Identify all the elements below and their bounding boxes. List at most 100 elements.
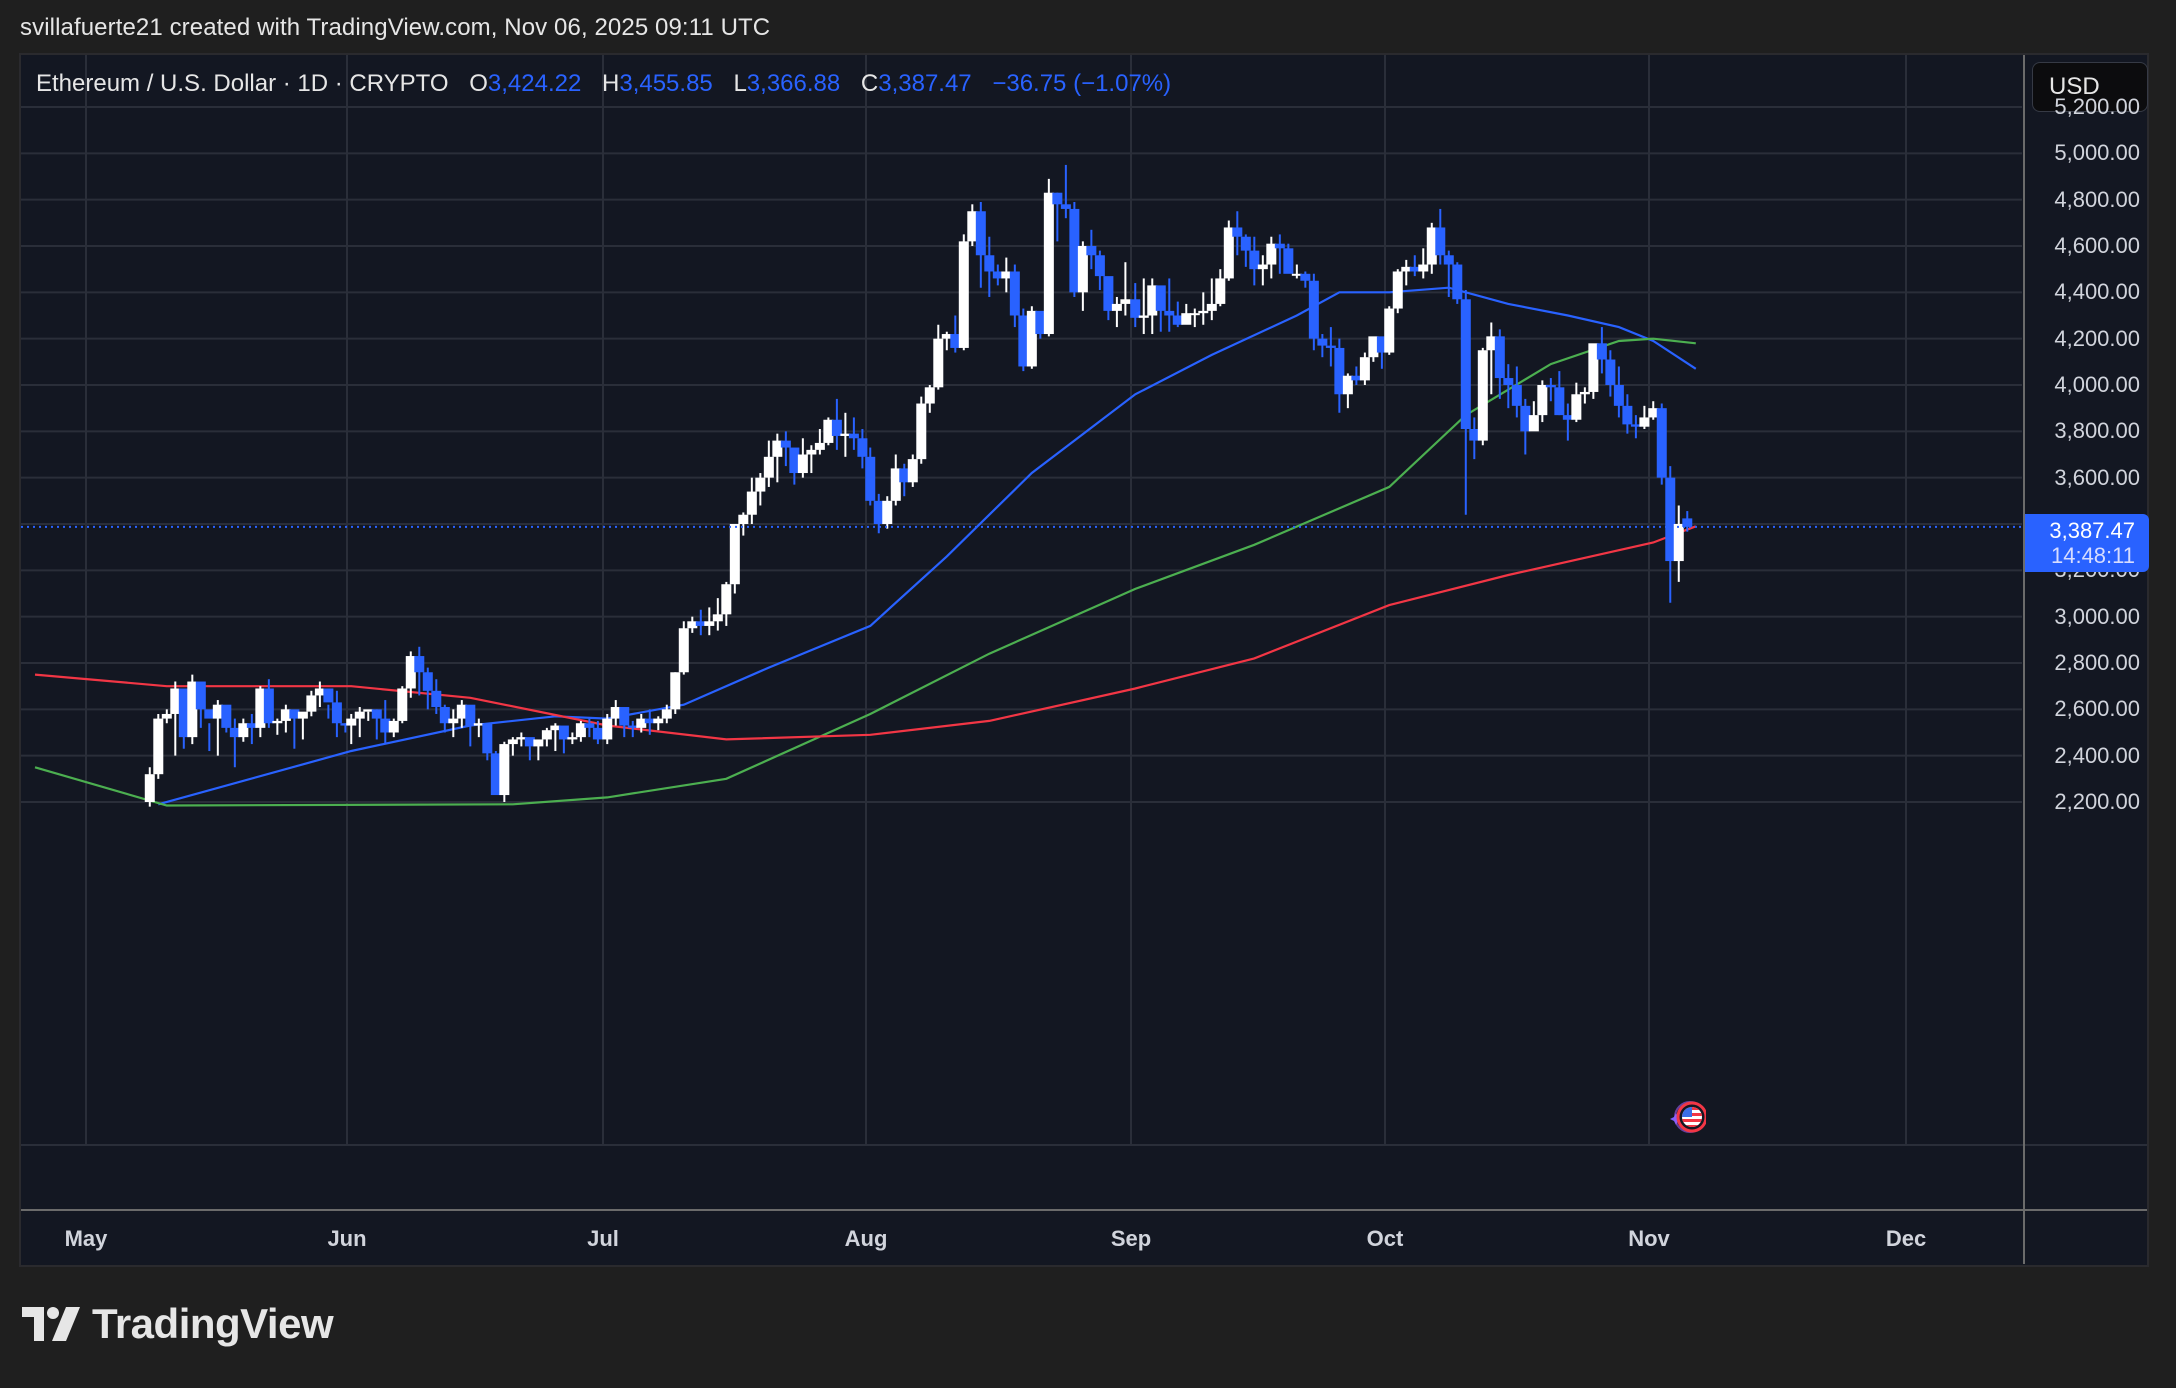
candle-body[interactable] <box>704 621 715 626</box>
candle-body[interactable] <box>255 688 266 728</box>
candle-body[interactable] <box>840 433 851 436</box>
candle-body[interactable] <box>636 718 647 728</box>
candle-body[interactable] <box>289 709 300 719</box>
candle-body[interactable] <box>797 454 808 474</box>
candle-body[interactable] <box>1579 391 1590 395</box>
candle-body[interactable] <box>789 447 800 474</box>
candle-body[interactable] <box>695 621 706 626</box>
candle-body[interactable] <box>363 709 374 712</box>
candle-body[interactable] <box>1503 378 1514 385</box>
candle-body[interactable] <box>738 514 749 524</box>
candle-body[interactable] <box>1189 313 1200 316</box>
candle-body[interactable] <box>1181 313 1192 325</box>
candle-body[interactable] <box>448 718 459 724</box>
candle-body[interactable] <box>1103 276 1114 311</box>
candle-body[interactable] <box>422 672 433 691</box>
candle-body[interactable] <box>507 739 518 745</box>
candle-body[interactable] <box>814 442 825 450</box>
candle-body[interactable] <box>388 720 399 733</box>
candle-body[interactable] <box>1300 273 1311 281</box>
candle-body[interactable] <box>1001 271 1012 279</box>
candle-body[interactable] <box>533 739 544 747</box>
candle-body[interactable] <box>619 707 630 726</box>
candle-body[interactable] <box>473 723 484 726</box>
candle-body[interactable] <box>331 702 342 724</box>
candle-body[interactable] <box>567 737 578 740</box>
candle-body[interactable] <box>314 688 325 696</box>
candle-body[interactable] <box>1232 227 1243 237</box>
candle-body[interactable] <box>490 753 501 796</box>
candle-body[interactable] <box>1571 394 1582 420</box>
candle-body[interactable] <box>729 524 740 585</box>
candle-body[interactable] <box>1215 278 1226 304</box>
candle-body[interactable] <box>1630 424 1641 427</box>
candle-body[interactable] <box>431 690 442 708</box>
candle-body[interactable] <box>380 718 391 733</box>
candle-body[interactable] <box>1359 357 1370 381</box>
candle-body[interactable] <box>1409 266 1420 272</box>
candle-body[interactable] <box>1596 343 1607 360</box>
candle-body[interactable] <box>1605 359 1616 385</box>
candle-body[interactable] <box>1486 336 1497 351</box>
candle-body[interactable] <box>280 709 291 721</box>
candle-body[interactable] <box>592 727 603 740</box>
candle-body[interactable] <box>306 695 317 712</box>
candle-body[interactable] <box>1562 415 1573 420</box>
candle-body[interactable] <box>1435 227 1446 256</box>
candle-body[interactable] <box>1198 310 1209 314</box>
candle-body[interactable] <box>1665 477 1676 562</box>
candle-body[interactable] <box>346 718 357 726</box>
candle-body[interactable] <box>602 718 613 740</box>
candle-body[interactable] <box>627 725 638 728</box>
candle-body[interactable] <box>1266 243 1277 265</box>
candle-body[interactable] <box>1656 408 1667 478</box>
candle-body[interactable] <box>1291 273 1302 276</box>
symbol-name[interactable]: Ethereum / U.S. Dollar · 1D · CRYPTO <box>36 70 449 97</box>
candle-body[interactable] <box>1494 336 1505 379</box>
candle-body[interactable] <box>890 468 901 501</box>
candle-body[interactable] <box>397 688 408 721</box>
candle-body[interactable] <box>1035 310 1046 335</box>
candle-body[interactable] <box>899 468 910 483</box>
candle-body[interactable] <box>873 500 884 524</box>
candle-body[interactable] <box>371 709 382 719</box>
candle-body[interactable] <box>712 614 723 622</box>
candle-body[interactable] <box>1401 266 1412 272</box>
candle-body[interactable] <box>1283 248 1294 274</box>
candle-body[interactable] <box>941 334 952 339</box>
candle-body[interactable] <box>1392 271 1403 309</box>
candle-body[interactable] <box>456 704 467 719</box>
candle-body[interactable] <box>1111 303 1122 311</box>
currency-button[interactable]: USD <box>2032 62 2148 112</box>
candle-body[interactable] <box>178 688 189 738</box>
candle-body[interactable] <box>516 737 527 740</box>
candle-body[interactable] <box>975 211 986 256</box>
candle-body[interactable] <box>550 725 561 731</box>
candle-body[interactable] <box>780 440 791 448</box>
candle-body[interactable] <box>1639 417 1650 427</box>
candle-body[interactable] <box>1043 192 1054 335</box>
candle-body[interactable] <box>1147 285 1158 316</box>
candle-body[interactable] <box>263 688 274 724</box>
candle-body[interactable] <box>584 723 595 728</box>
candle-body[interactable] <box>1164 310 1175 316</box>
candle-body[interactable] <box>238 723 249 738</box>
candle-body[interactable] <box>1274 243 1285 249</box>
candle-body[interactable] <box>1418 264 1429 272</box>
candle-body[interactable] <box>916 403 927 460</box>
candle-body[interactable] <box>1240 236 1251 251</box>
candle-body[interactable] <box>1172 315 1183 325</box>
candle-body[interactable] <box>144 774 155 802</box>
candle-body[interactable] <box>670 672 681 710</box>
candle-body[interactable] <box>610 707 621 719</box>
candle-body[interactable] <box>405 656 416 689</box>
candle-body[interactable] <box>1026 310 1037 367</box>
candle-body[interactable] <box>1537 385 1548 416</box>
candle-body[interactable] <box>1077 246 1088 293</box>
candle-body[interactable] <box>958 241 969 348</box>
candle-body[interactable] <box>439 707 450 724</box>
candle-body[interactable] <box>1673 524 1684 562</box>
candle-body[interactable] <box>1477 350 1488 441</box>
candle-body[interactable] <box>1511 385 1522 406</box>
